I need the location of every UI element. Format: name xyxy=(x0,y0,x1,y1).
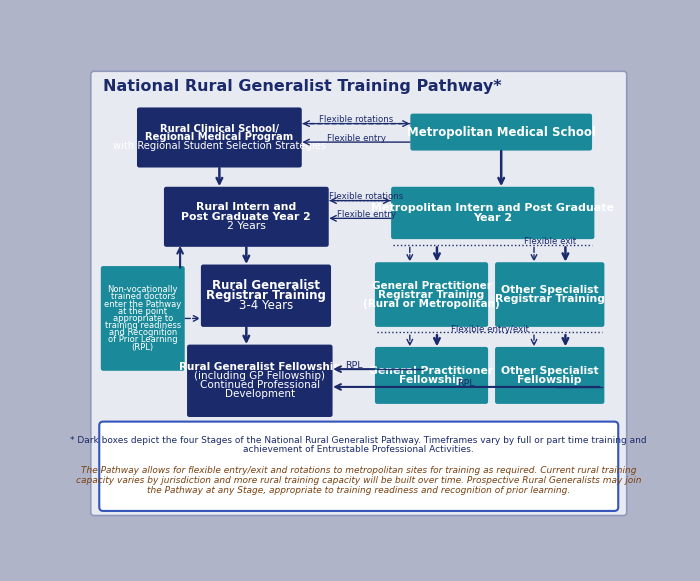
FancyBboxPatch shape xyxy=(410,114,592,150)
FancyBboxPatch shape xyxy=(137,107,302,167)
Text: Flexible rotations: Flexible rotations xyxy=(319,115,393,124)
Text: with Regional Student Selection Strategies: with Regional Student Selection Strategi… xyxy=(113,141,326,151)
FancyBboxPatch shape xyxy=(375,262,488,327)
Text: Registrar Training: Registrar Training xyxy=(495,294,605,304)
Text: Rural Generalist Fellowship: Rural Generalist Fellowship xyxy=(179,363,341,372)
FancyBboxPatch shape xyxy=(375,347,488,404)
Text: Registrar Training: Registrar Training xyxy=(206,289,326,302)
Text: RPL: RPL xyxy=(457,379,475,388)
Text: Rural Clinical School/: Rural Clinical School/ xyxy=(160,124,279,134)
Text: of Prior Learning: of Prior Learning xyxy=(108,335,178,345)
Text: Rural Intern and: Rural Intern and xyxy=(196,203,297,213)
Text: Other Specialist: Other Specialist xyxy=(501,285,598,295)
FancyBboxPatch shape xyxy=(164,187,329,247)
Text: * Dark boxes depict the four Stages of the National Rural Generalist Pathway. Ti: * Dark boxes depict the four Stages of t… xyxy=(71,436,647,445)
Text: Registrar Training: Registrar Training xyxy=(379,289,484,300)
Text: and Recognition: and Recognition xyxy=(108,328,177,337)
Text: National Rural Generalist Training Pathway*: National Rural Generalist Training Pathw… xyxy=(103,79,502,94)
FancyBboxPatch shape xyxy=(201,264,331,327)
FancyBboxPatch shape xyxy=(495,262,604,327)
Text: (RPL): (RPL) xyxy=(132,343,154,352)
Text: Rural Generalist: Rural Generalist xyxy=(212,279,320,292)
Text: enter the Pathway: enter the Pathway xyxy=(104,300,181,309)
FancyBboxPatch shape xyxy=(495,347,604,404)
Text: Flexible exit: Flexible exit xyxy=(524,237,576,246)
Text: appropriate to: appropriate to xyxy=(113,314,173,323)
FancyBboxPatch shape xyxy=(99,422,618,511)
Text: Flexible entry: Flexible entry xyxy=(327,134,386,143)
FancyBboxPatch shape xyxy=(101,266,185,371)
Text: RPL: RPL xyxy=(345,361,363,370)
FancyBboxPatch shape xyxy=(391,187,594,239)
Text: Year 2: Year 2 xyxy=(473,213,512,223)
Text: (Rural or Metropolitan): (Rural or Metropolitan) xyxy=(363,299,500,309)
Text: Other Specialist: Other Specialist xyxy=(501,366,598,376)
Text: Flexible entry: Flexible entry xyxy=(337,210,395,219)
Text: Flexible rotations: Flexible rotations xyxy=(329,192,403,201)
Text: Development: Development xyxy=(225,389,295,399)
Text: training readiness: training readiness xyxy=(104,321,181,330)
Text: trained doctors: trained doctors xyxy=(111,292,175,302)
Text: General Practitioner: General Practitioner xyxy=(372,281,491,290)
Text: Metropolitan Medical School: Metropolitan Medical School xyxy=(407,125,596,139)
Text: General Practitioner: General Practitioner xyxy=(370,366,494,376)
Text: Fellowship: Fellowship xyxy=(517,375,582,385)
Text: Flexible entry/exit: Flexible entry/exit xyxy=(451,325,528,333)
Text: Regional Medical Program: Regional Medical Program xyxy=(146,132,293,142)
FancyBboxPatch shape xyxy=(187,345,332,417)
Text: Non-vocationally: Non-vocationally xyxy=(108,285,178,295)
Text: The Pathway allows for flexible entry/exit and rotations to metropolitan sites f: The Pathway allows for flexible entry/ex… xyxy=(76,465,641,495)
Text: Metropolitan Intern and Post Graduate: Metropolitan Intern and Post Graduate xyxy=(371,203,614,213)
Text: achievement of Entrustable Professional Activities.: achievement of Entrustable Professional … xyxy=(244,446,474,454)
Text: Continued Professional: Continued Professional xyxy=(199,381,320,390)
Text: Fellowship: Fellowship xyxy=(399,375,464,385)
FancyBboxPatch shape xyxy=(91,71,626,515)
Text: 3-4 Years: 3-4 Years xyxy=(239,299,293,313)
Text: 2 Years: 2 Years xyxy=(227,221,266,231)
Text: at the point: at the point xyxy=(118,307,167,315)
Text: Post Graduate Year 2: Post Graduate Year 2 xyxy=(181,212,312,222)
Text: (including GP Fellowship): (including GP Fellowship) xyxy=(195,371,326,381)
